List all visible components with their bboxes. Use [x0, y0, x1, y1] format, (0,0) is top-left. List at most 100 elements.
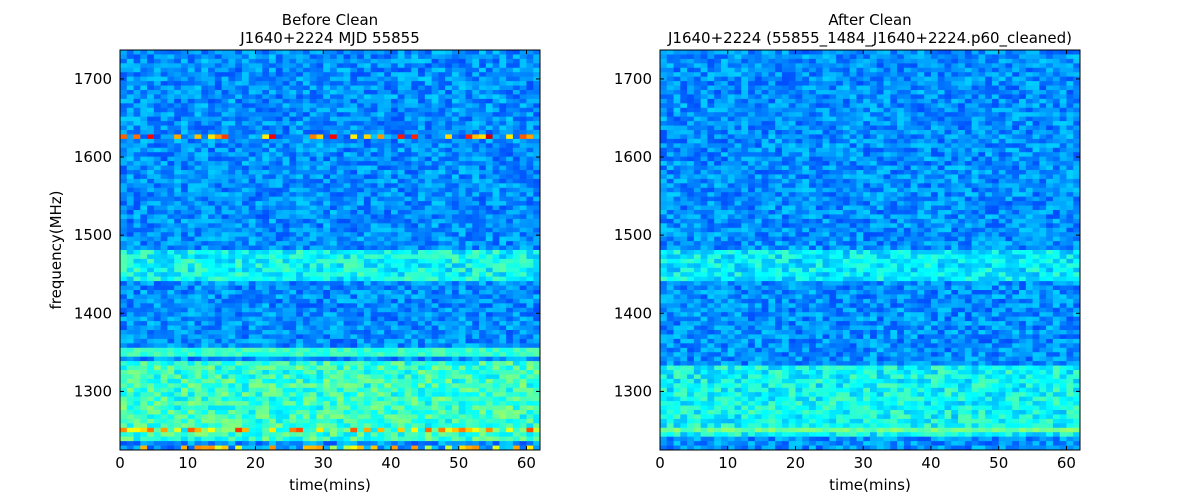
heatmap-cell	[208, 325, 216, 331]
heatmap-cell	[140, 325, 148, 331]
heatmap-cell	[397, 67, 405, 73]
heatmap-cell	[330, 103, 338, 109]
heatmap-cell	[296, 316, 304, 322]
heatmap-cell	[208, 330, 216, 335]
heatmap-cell	[472, 294, 480, 300]
heatmap-cell	[404, 85, 412, 91]
heatmap-cell	[506, 263, 514, 269]
heatmap-cell	[235, 107, 243, 113]
heatmap-cell	[147, 338, 155, 344]
heatmap-cell	[397, 312, 405, 318]
heatmap-cell	[167, 210, 175, 215]
heatmap-cell	[472, 378, 480, 384]
heatmap-cell	[479, 165, 487, 171]
heatmap-cell	[120, 174, 128, 180]
heatmap-cell	[269, 396, 277, 402]
heatmap-cell	[418, 165, 426, 171]
heatmap-cell	[424, 170, 433, 175]
heatmap-cell	[350, 378, 358, 384]
heatmap-cell	[499, 285, 507, 291]
heatmap-cell	[255, 90, 263, 95]
heatmap-cell	[431, 103, 439, 109]
heatmap-cell	[363, 107, 372, 113]
heatmap-cell	[255, 392, 263, 398]
heatmap-cell	[269, 201, 277, 206]
heatmap-cell	[147, 312, 155, 318]
heatmap-cell	[479, 223, 487, 229]
heatmap-cell	[512, 205, 521, 211]
heatmap-cell	[180, 338, 189, 344]
heatmap-cell	[180, 116, 189, 122]
heatmap-cell	[363, 187, 372, 193]
heatmap-cell	[289, 365, 297, 371]
heatmap-cell	[262, 54, 270, 60]
heatmap-cell	[275, 316, 283, 322]
heatmap-cell	[357, 356, 365, 362]
heatmap-cell	[241, 94, 250, 100]
heatmap-cell	[424, 192, 433, 198]
heatmap-cell	[275, 85, 283, 91]
heatmap-cell	[214, 72, 223, 78]
heatmap-cell	[397, 250, 405, 255]
heatmap-cell	[343, 236, 351, 242]
heatmap-cell	[133, 192, 141, 198]
heatmap-cell	[126, 218, 134, 224]
heatmap-cell	[228, 258, 236, 264]
heatmap-cell	[465, 85, 473, 91]
heatmap-cell	[431, 245, 439, 251]
heatmap-cell	[431, 156, 439, 162]
heatmap-cell	[316, 94, 324, 100]
heatmap-cell	[174, 205, 182, 211]
heatmap-cell	[370, 165, 378, 171]
heatmap-cell	[343, 254, 351, 260]
heatmap-cell	[336, 241, 344, 246]
heatmap-cell	[377, 245, 385, 251]
heatmap-cell	[214, 330, 223, 335]
heatmap-cell	[269, 116, 277, 122]
heatmap-cell	[458, 330, 466, 335]
heatmap-cell	[390, 130, 399, 135]
heatmap-cell	[506, 232, 514, 238]
heatmap-cell	[519, 250, 527, 255]
heatmap-cell	[384, 298, 392, 304]
heatmap-cell	[357, 392, 365, 398]
heatmap-cell	[133, 245, 141, 251]
heatmap-cell	[221, 147, 229, 153]
heatmap-cell	[221, 254, 229, 260]
heatmap-cell	[180, 165, 189, 171]
heatmap-cell	[275, 170, 283, 175]
heatmap-cell	[438, 343, 446, 349]
heatmap-cell	[384, 103, 392, 109]
heatmap-cell	[167, 281, 175, 286]
heatmap-cell	[167, 90, 175, 95]
heatmap-cell	[323, 205, 331, 211]
heatmap-cell	[512, 338, 521, 344]
heatmap-cell	[458, 378, 466, 384]
heatmap-cell	[445, 254, 453, 260]
heatmap-cell	[330, 116, 338, 122]
heatmap-cell	[431, 210, 439, 215]
heatmap-cell	[316, 54, 324, 60]
heatmap-cell	[390, 50, 399, 55]
heatmap-cell	[431, 307, 439, 313]
heatmap-cell	[201, 223, 209, 229]
heatmap-cell	[499, 383, 507, 389]
heatmap-cell	[458, 94, 466, 100]
heatmap-cell	[235, 303, 243, 309]
heatmap-cell	[214, 90, 223, 95]
heatmap-cell	[262, 130, 270, 135]
heatmap-cell	[309, 98, 317, 104]
heatmap-cell	[384, 196, 392, 202]
heatmap-cell	[275, 227, 283, 233]
heatmap-cell	[533, 325, 541, 331]
heatmap-cell	[424, 107, 433, 113]
heatmap-cell	[289, 178, 297, 184]
heatmap-cell	[485, 387, 493, 393]
heatmap-cell	[269, 94, 277, 100]
heatmap-cell	[235, 383, 243, 389]
heatmap-cell	[370, 281, 378, 286]
heatmap-cell	[282, 263, 290, 269]
heatmap-cell	[465, 63, 473, 69]
heatmap-cell	[269, 143, 277, 149]
heatmap-cell	[370, 290, 378, 295]
